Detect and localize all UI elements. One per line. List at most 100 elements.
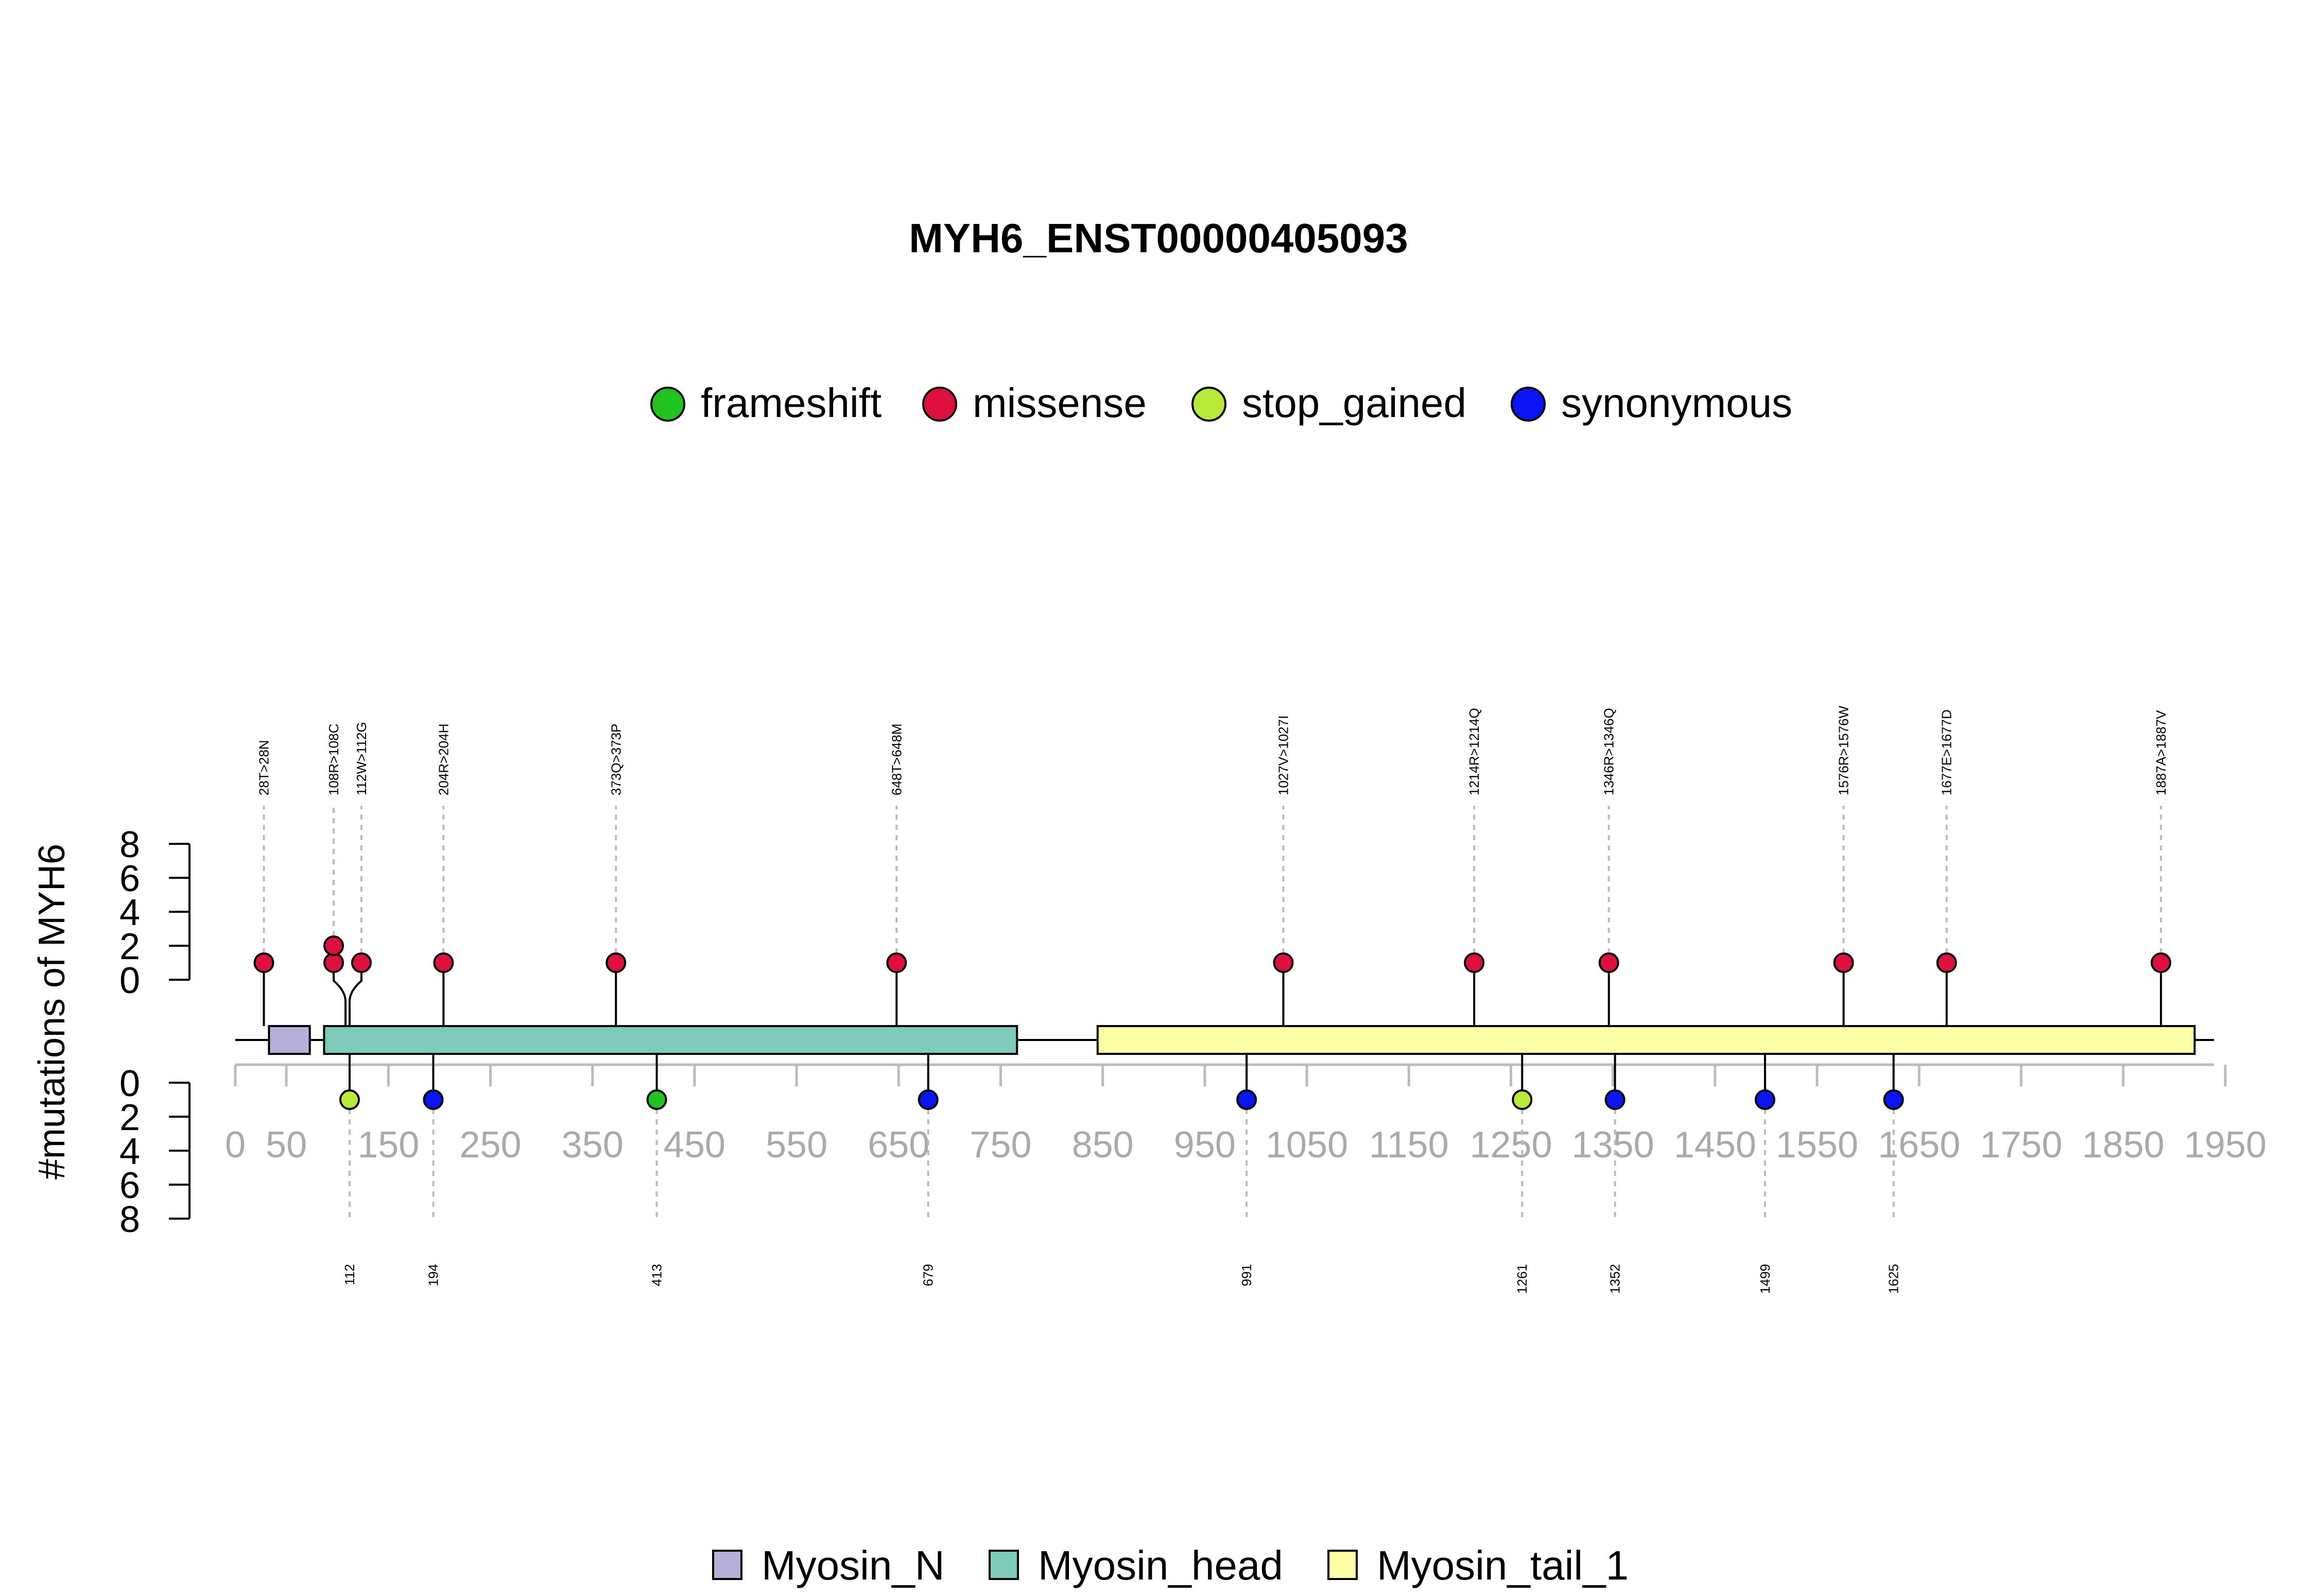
x-tick-label: 350 <box>562 1124 624 1166</box>
bottom-mutation-point <box>1883 1089 1904 1110</box>
legend-marker-synonymous <box>1511 387 1546 422</box>
top-mutation-stem <box>333 946 347 1026</box>
x-tick-label: 250 <box>459 1124 521 1166</box>
top-mutation-label: 112W>112G <box>354 722 369 795</box>
bottom-mutation-lollipop: 1261 <box>1512 1054 1533 1294</box>
legend-marker-frameshift <box>650 387 685 422</box>
bottom-mutation-lollipop: 112 <box>339 1054 360 1285</box>
top-mutation-point <box>1936 952 1957 973</box>
top-mutation-label: 28T>28N <box>256 740 271 795</box>
top-mutation-point <box>1833 952 1854 973</box>
top-mutation-point <box>323 935 344 956</box>
top-mutation-lollipop: 112W>112G <box>348 722 372 1026</box>
x-tick-label: 1450 <box>1674 1124 1756 1166</box>
domain-legend-label-Myosin_head: Myosin_head <box>1038 1542 1283 1588</box>
top-mutation-lollipop: 204R>204H <box>433 724 454 1026</box>
top-mutation-lollipop: 1887A>1887V <box>2150 710 2171 1026</box>
legend-label-frameshift: frameshift <box>701 380 881 426</box>
bottom-y-tick-label: 8 <box>119 1199 140 1240</box>
bottom-mutation-label: 1352 <box>1607 1264 1623 1294</box>
top-mutation-point <box>1598 952 1619 973</box>
top-mutation-point <box>1273 952 1294 973</box>
domain-legend: Myosin_N Myosin_head Myosin_tail_1 <box>712 1542 1629 1588</box>
protein-backbone <box>235 1025 2214 1055</box>
bottom-mutation-point <box>646 1089 667 1110</box>
bottom-mutation-lollipop: 194 <box>423 1054 444 1286</box>
domain-Myosin_tail_1 <box>1096 1025 2196 1055</box>
top-mutation-label: 1346R>1346Q <box>1601 708 1617 795</box>
top-mutation-point <box>433 952 454 973</box>
top-y-tick-label: 6 <box>119 858 140 899</box>
top-mutation-point <box>2150 952 2171 973</box>
x-tick-label: 950 <box>1174 1124 1236 1166</box>
x-tick-label: 1050 <box>1266 1124 1348 1166</box>
top-mutation-stem <box>348 963 362 1026</box>
x-tick-label: 650 <box>868 1124 929 1166</box>
bottom-y-tick-label: 6 <box>119 1165 140 1206</box>
bottom-mutations: 112 194 413 679 991 1261 1352 1499 1625 <box>339 1054 1904 1294</box>
domain-legend-swatch-Myosin_head <box>989 1550 1019 1580</box>
bottom-y-tick-label: 2 <box>119 1097 140 1138</box>
bottom-y-tick-label: 0 <box>119 1063 140 1104</box>
legend-label-synonymous: synonymous <box>1561 380 1792 426</box>
top-mutation-label: 1027V>1027I <box>1275 716 1291 795</box>
x-tick-label: 1950 <box>2184 1124 2267 1166</box>
top-mutation-lollipop: 1677E>1677D <box>1936 709 1957 1026</box>
bottom-mutation-lollipop: 413 <box>646 1054 667 1286</box>
top-y-tick-label: 8 <box>119 824 140 865</box>
bottom-mutation-label: 112 <box>342 1264 357 1285</box>
bottom-mutation-label: 1625 <box>1886 1264 1901 1294</box>
x-tick-label: 50 <box>266 1124 307 1166</box>
bottom-mutation-point <box>339 1089 360 1110</box>
bottom-mutation-point <box>423 1089 444 1110</box>
x-tick-label: 750 <box>970 1124 1031 1166</box>
mutation-type-legend: frameshift missense stop_gained synonymous <box>650 380 1792 426</box>
x-tick-label: 1350 <box>1572 1124 1654 1166</box>
bottom-mutation-point <box>1512 1089 1533 1110</box>
chart-title: MYH6_ENST00000405093 <box>909 215 1408 261</box>
bottom-mutation-label: 1499 <box>1757 1264 1773 1294</box>
top-mutation-lollipop: 28T>28N <box>253 740 274 1026</box>
domain-legend-label-Myosin_tail_1: Myosin_tail_1 <box>1377 1542 1629 1588</box>
top-mutation-lollipop: 108R>108C <box>323 724 347 1026</box>
bottom-mutation-label: 194 <box>425 1264 441 1286</box>
x-tick-label: 1750 <box>1980 1124 2062 1166</box>
top-mutation-point <box>1464 952 1485 973</box>
top-mutation-label: 1677E>1677D <box>1939 709 1955 795</box>
legend-marker-stop_gained <box>1191 387 1226 422</box>
domain-Myosin_N <box>268 1025 311 1055</box>
top-mutation-label: 204R>204H <box>436 724 451 796</box>
x-tick-label: 850 <box>1072 1124 1134 1166</box>
bottom-mutation-label: 991 <box>1239 1264 1254 1286</box>
top-mutation-lollipop: 1576R>1576W <box>1833 705 1854 1026</box>
x-tick-label: 450 <box>664 1124 725 1166</box>
bottom-mutation-lollipop: 679 <box>918 1054 939 1286</box>
bottom-mutation-lollipop: 991 <box>1236 1054 1257 1286</box>
legend-marker-missense <box>922 387 957 422</box>
domain-Myosin_head <box>323 1025 1018 1055</box>
y-axis-label: #mutations of MYH6 <box>31 844 73 1179</box>
bottom-mutation-lollipop: 1625 <box>1883 1054 1904 1294</box>
bottom-mutation-point <box>918 1089 939 1110</box>
top-mutation-label: 373Q>373P <box>608 723 624 795</box>
x-tick-label: 1150 <box>1369 1124 1449 1166</box>
bottom-mutation-label: 679 <box>921 1264 936 1286</box>
bottom-mutation-point <box>1604 1089 1626 1110</box>
top-mutation-point <box>351 952 372 973</box>
top-y-tick-label: 0 <box>119 960 140 1001</box>
top-mutation-lollipop: 648T>648M <box>886 724 907 1026</box>
top-mutation-label: 648T>648M <box>889 724 904 795</box>
top-mutation-label: 1214R>1214Q <box>1466 708 1482 795</box>
top-mutation-point <box>886 952 907 973</box>
top-mutation-label: 108R>108C <box>326 724 341 796</box>
top-y-tick-label: 4 <box>119 892 140 933</box>
bottom-mutation-point <box>1236 1089 1257 1110</box>
top-mutation-lollipop: 1346R>1346Q <box>1598 708 1619 1026</box>
top-y-tick-label: 2 <box>119 926 140 967</box>
top-mutation-point <box>323 952 344 973</box>
top-mutation-label: 1576R>1576W <box>1836 705 1852 795</box>
top-mutation-lollipop: 1027V>1027I <box>1273 716 1294 1026</box>
bottom-mutation-lollipop: 1499 <box>1754 1054 1775 1294</box>
x-axis: 0 50 150 250 350 450 550 650 750 850 950 1050 1150 12… <box>225 1063 2267 1166</box>
